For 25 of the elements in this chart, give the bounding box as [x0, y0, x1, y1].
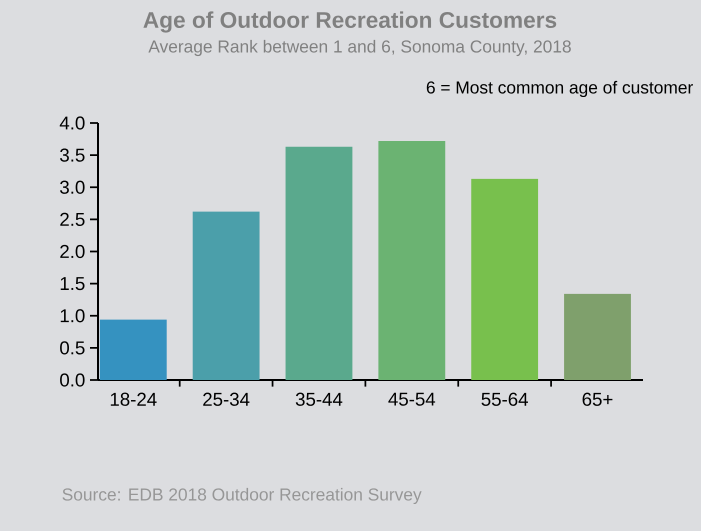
source-note: Source: EDB 2018 Outdoor Recreation Survey — [62, 488, 422, 504]
y-tick-label: 1.5 — [60, 277, 85, 290]
bar — [471, 178, 538, 380]
y-tick-label: 0.0 — [60, 373, 85, 387]
x-tick-label: 18-24 — [110, 392, 157, 406]
x-tick-label: 55-64 — [482, 392, 528, 406]
x-tick-label: 35-44 — [296, 392, 342, 406]
bar — [100, 320, 167, 380]
bar — [378, 140, 446, 380]
text: 6 = Most common age of customer — [426, 80, 693, 98]
x-tick-label: 65+ — [582, 392, 612, 406]
x-tick-label: 25-34 — [203, 392, 250, 406]
y-tick-label: 3.5 — [60, 148, 85, 162]
chart-title: Age of Outdoor Recreation Customers — [143, 11, 556, 33]
y-tick-label: 3.0 — [60, 180, 85, 194]
chart-subtitle: Average Rank between 1 and 6, Sonoma County, 2018 — [148, 40, 571, 56]
y-tick-label: 2.0 — [60, 244, 85, 258]
x-tick-label: 45-54 — [388, 392, 436, 406]
y-tick-label: 1.0 — [60, 309, 85, 322]
y-tick-label: 4.0 — [60, 116, 85, 130]
bar — [192, 212, 260, 380]
y-tick-label: 2.5 — [60, 212, 85, 226]
y-tick-label: 0.5 — [60, 341, 85, 354]
bar — [564, 294, 631, 380]
bar — [286, 146, 352, 380]
